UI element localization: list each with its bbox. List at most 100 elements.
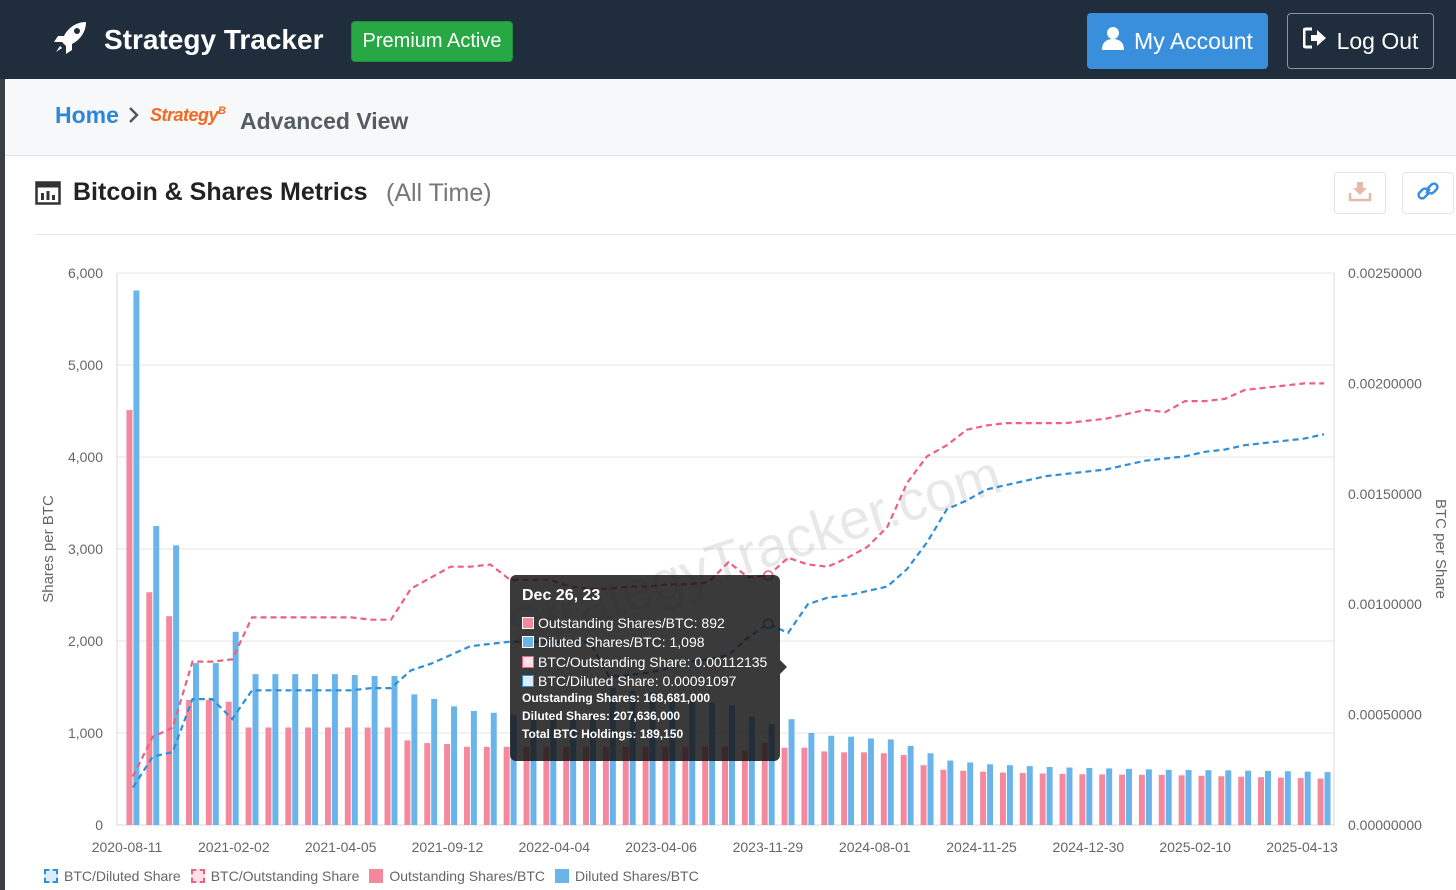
outstanding-bar: [1198, 775, 1205, 825]
outstanding-bar: [682, 746, 689, 825]
outstanding-bar: [980, 771, 987, 825]
breadcrumb-current: Advanced View: [240, 108, 409, 134]
outstanding-bar: [722, 746, 728, 825]
chevron-right-icon: [128, 106, 140, 129]
tooltip-date: Dec 26, 23: [522, 587, 601, 604]
diluted-bar: [570, 714, 577, 825]
diluted-bar: [947, 760, 954, 825]
diluted-bar: [1304, 771, 1311, 825]
blue-swatch: [522, 636, 534, 649]
legend-swatch: [190, 869, 205, 883]
outstanding-bar: [364, 727, 371, 825]
brand[interactable]: Strategy Tracker: [52, 18, 323, 61]
tooltip-btc-per-outstanding: BTC/Outstanding Share: 0.00112135: [538, 653, 768, 670]
legend-label: BTC/Outstanding Share: [210, 868, 360, 884]
y-left-tick-label: 0: [95, 817, 103, 833]
legend-diluted[interactable]: Diluted Shares/BTC: [555, 868, 699, 884]
outstanding-bar: [1277, 777, 1284, 825]
strategy-logo[interactable]: StrategyB: [150, 105, 226, 126]
blue-outline-swatch: [522, 675, 534, 688]
btc-per-outstanding-line: [131, 382, 1325, 777]
diluted-bar: [808, 733, 815, 825]
diluted-bar: [153, 526, 160, 825]
outstanding-bar: [344, 727, 351, 825]
diluted-bar: [252, 674, 259, 825]
tooltip-total-btc: Total BTC Holdings: 189,150: [522, 727, 684, 741]
diluted-bar: [133, 290, 140, 826]
outstanding-bar: [841, 752, 848, 825]
diluted-bar: [1046, 767, 1053, 825]
outstanding-bar: [444, 744, 451, 825]
app-title: Strategy Tracker: [104, 23, 324, 55]
tooltip-row: Diluted Shares/BTC: 1,098: [522, 633, 768, 653]
diluted-bar: [192, 663, 199, 825]
y-right-tick-label: 0.00250000: [1348, 265, 1422, 281]
y-left-tick-label: 1,000: [68, 725, 103, 741]
strategy-logo-mark: B: [218, 105, 226, 117]
y-right-tick-label: 0.00050000: [1348, 707, 1422, 723]
outstanding-bar: [305, 727, 312, 825]
outstanding-bar: [225, 701, 232, 825]
diluted-bar: [987, 764, 994, 825]
x-tick-label: 2020-08-11: [92, 839, 163, 855]
outstanding-bar: [1297, 778, 1304, 825]
y-right-tick-label: 0.00000000: [1348, 817, 1422, 833]
breadcrumb: [5, 79, 1456, 156]
outstanding-bar: [245, 727, 252, 825]
diluted-bar: [331, 674, 338, 825]
copy-link-button[interactable]: [1402, 172, 1454, 214]
outstanding-bar: [1158, 774, 1165, 825]
tooltip-diluted-per-btc: Diluted Shares/BTC: 1,098: [538, 634, 705, 651]
outstanding-bar: [483, 746, 490, 825]
outstanding-bar: [880, 753, 887, 825]
diluted-bar: [967, 762, 974, 825]
outstanding-bar: [265, 727, 272, 825]
y-left-tick-label: 6,000: [68, 265, 103, 281]
chart-legend: BTC/Diluted Share BTC/Outstanding Share …: [44, 868, 709, 884]
outstanding-bar: [741, 750, 748, 825]
outstanding-bar: [384, 727, 391, 825]
tooltip-outstanding-shares: Outstanding Shares: 168,681,000: [522, 691, 711, 705]
tooltip-arrow: [780, 660, 787, 674]
pink-swatch: [522, 616, 534, 629]
y-left-tick-label: 5,000: [68, 357, 103, 373]
y-right-tick-label: 0.00200000: [1348, 375, 1422, 391]
logout-button[interactable]: Log Out: [1287, 13, 1434, 69]
y-left-tick-label: 4,000: [68, 449, 103, 465]
outstanding-bar: [999, 772, 1006, 825]
my-account-label: My Account: [1134, 27, 1253, 54]
legend-label: BTC/Diluted Share: [64, 868, 181, 884]
outstanding-bar: [1178, 775, 1185, 825]
diluted-bar: [1145, 769, 1152, 825]
diluted-bar: [1245, 770, 1252, 825]
x-tick-label: 2021-09-12: [412, 839, 484, 855]
outstanding-bar: [1039, 773, 1046, 825]
diluted-bar: [590, 714, 596, 825]
outstanding-bar: [1258, 777, 1265, 825]
diluted-bar: [1265, 770, 1271, 825]
y-left-axis-title: Shares per BTC: [40, 495, 57, 603]
legend-btc-diluted[interactable]: BTC/Diluted Share: [44, 868, 181, 884]
download-button[interactable]: [1334, 172, 1386, 214]
outstanding-bar: [463, 746, 470, 825]
tooltip-outstanding-per-btc: Outstanding Shares/BTC: 892: [538, 614, 725, 631]
link-icon: [1416, 179, 1440, 208]
x-tick-label: 2023-04-06: [625, 839, 697, 855]
outstanding-bar: [662, 746, 669, 825]
diluted-bar: [788, 719, 795, 825]
legend-outstanding[interactable]: Outstanding Shares/BTC: [369, 868, 545, 884]
diluted-bar: [490, 712, 497, 825]
outstanding-bar: [1138, 774, 1145, 825]
sign-out-icon: [1302, 27, 1327, 55]
metrics-chart[interactable]: 0 1,000 2,000 3,000 4,000 5,000 6,000 0.0000000…: [0, 240, 1456, 860]
outstanding-bar: [285, 727, 292, 825]
tooltip-row: BTC/Outstanding Share: 0.00112135: [522, 652, 768, 672]
my-account-button[interactable]: My Account: [1087, 13, 1268, 69]
legend-btc-outstanding[interactable]: BTC/Outstanding Share: [190, 868, 360, 884]
breadcrumb-home-link[interactable]: Home: [55, 102, 119, 128]
diluted-bar: [848, 736, 855, 825]
diluted-bar: [1066, 767, 1073, 825]
legend-swatch: [555, 869, 569, 883]
diluted-bar: [272, 674, 279, 825]
diluted-bar: [1205, 770, 1212, 825]
